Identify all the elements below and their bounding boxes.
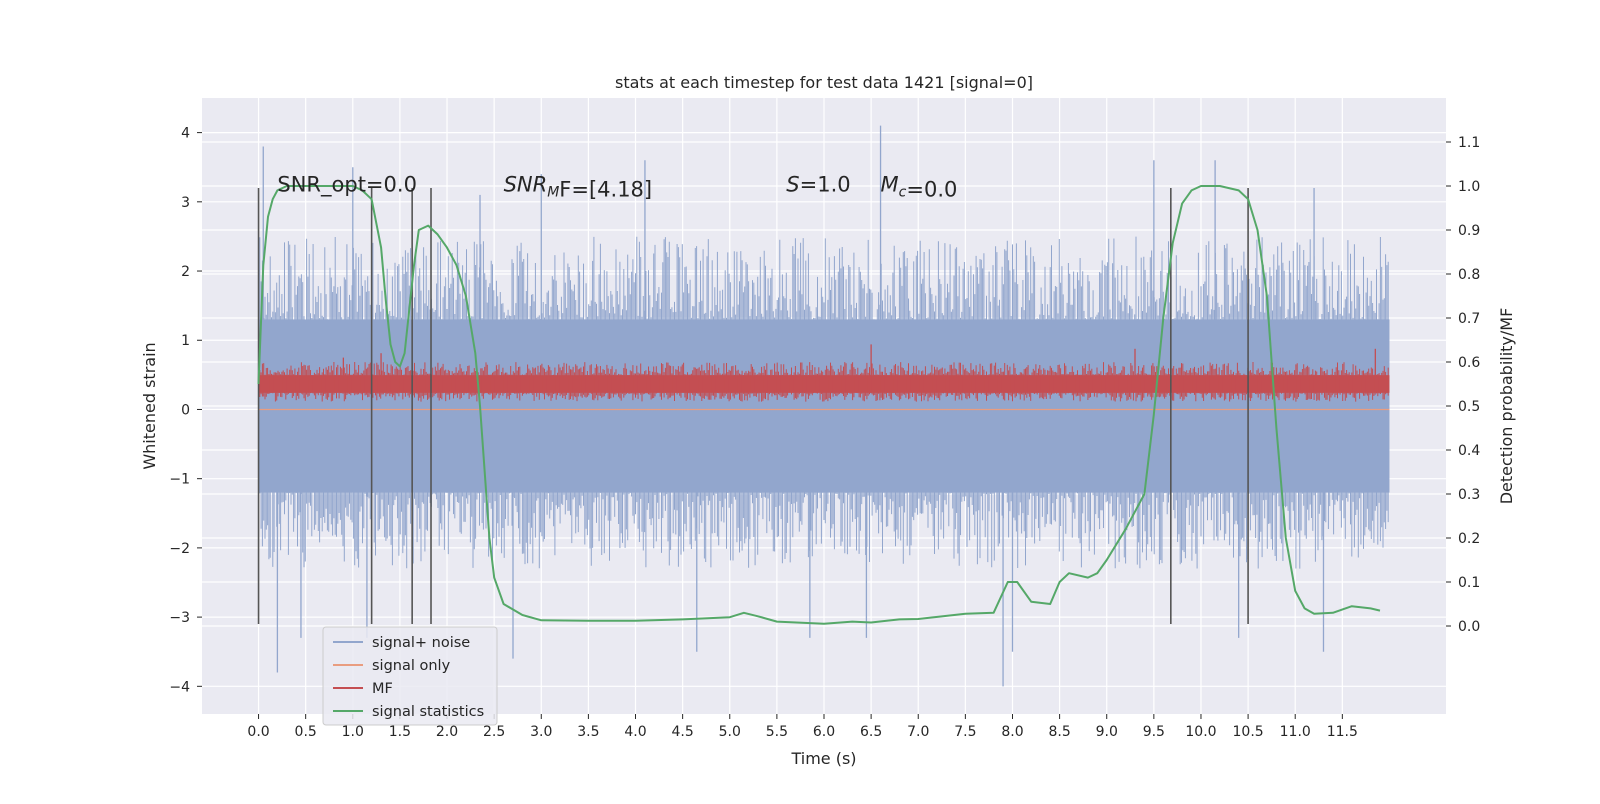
x-tick-label: 1.5 (389, 724, 411, 740)
x-tick-label: 0.5 (295, 724, 317, 740)
y-tick-label-right: 1.1 (1458, 135, 1480, 151)
y-tick-label-left: −3 (169, 610, 190, 626)
y-tick-label-right: 0.2 (1458, 531, 1480, 547)
y-tick-label-right: 0.8 (1458, 267, 1480, 283)
y-tick-label-left: 4 (181, 126, 190, 142)
x-tick-label: 4.0 (624, 724, 646, 740)
y-tick-label-left: −2 (169, 541, 190, 557)
annotation: SNRMF=[4.18] (504, 173, 653, 202)
y-tick-label-left: 3 (181, 195, 190, 211)
y-tick-label-left: 2 (181, 264, 190, 280)
y-tick-label-right: 0.7 (1458, 311, 1480, 327)
annotation-part: M (547, 185, 559, 201)
legend-label: MF (372, 681, 393, 697)
signal-statistics-line (257, 185, 1381, 625)
annotation: SNR_opt=0.0 (277, 173, 417, 198)
annotation: Mc=0.0 (881, 173, 958, 202)
signal-noise-series (258, 125, 1390, 687)
y-tick-label-right: 0.4 (1458, 443, 1480, 459)
chart-title: stats at each timestep for test data 142… (615, 73, 1033, 92)
x-axis-label: Time (s) (790, 749, 856, 768)
annotation-part: c (899, 185, 907, 201)
x-tick-label: 11.0 (1280, 724, 1311, 740)
annotation-part: S (786, 173, 799, 197)
x-tick-label: 8.0 (1001, 724, 1023, 740)
y-tick-label-right: 0.9 (1458, 223, 1480, 239)
y-tick-label-right: 1.0 (1458, 179, 1480, 195)
y-tick-label-left: −1 (169, 472, 190, 488)
x-tick-label: 9.5 (1143, 724, 1165, 740)
x-tick-label: 8.5 (1048, 724, 1070, 740)
x-tick-label: 2.5 (483, 724, 505, 740)
x-tick-label: 3.0 (530, 724, 552, 740)
y-tick-label-right: 0.3 (1458, 487, 1480, 503)
x-tick-label: 7.5 (954, 724, 976, 740)
y-tick-label-left: 1 (181, 333, 190, 349)
legend-label: signal statistics (372, 704, 484, 720)
y-tick-label-right: 0.6 (1458, 355, 1480, 371)
legend: signal+ noise signal only MF signal statist… (322, 626, 498, 726)
x-tick-label: 1.0 (342, 724, 364, 740)
legend-label: signal+ noise (372, 635, 470, 651)
data-layer (257, 125, 1390, 687)
x-tick-label: 6.5 (860, 724, 882, 740)
axes: 0.0 0.5 1.0 1.5 2.0 2.5 3.0 3.5 4.0 4.5 5.0 5.5 6.0 6… (169, 126, 1480, 740)
y-tick-label-right: 0.1 (1458, 575, 1480, 591)
x-tick-label: 7.0 (907, 724, 929, 740)
legend-label: signal only (372, 658, 451, 674)
x-tick-label: 5.0 (719, 724, 741, 740)
x-tick-label: 9.0 (1096, 724, 1118, 740)
x-tick-label: 5.5 (766, 724, 788, 740)
x-tick-label: 0.0 (247, 724, 269, 740)
x-tick-label: 6.0 (813, 724, 835, 740)
x-tick-label: 11.5 (1327, 724, 1358, 740)
annotation-part: SNR (504, 173, 548, 197)
y-tick-label-right: 0.5 (1458, 399, 1480, 415)
x-tick-label: 2.0 (436, 724, 458, 740)
annotation-part: SNR_opt=0.0 (277, 173, 417, 198)
annotation-part: F=[4.18] (559, 178, 652, 202)
annotation-part: =1.0 (800, 173, 851, 197)
x-tick-label: 10.5 (1233, 724, 1264, 740)
y-axis-label-right: Detection probability/MF (1497, 308, 1516, 505)
annotations: SNR_opt=0.0 SNRMF=[4.18] S=1.0 Mc=0.0 (277, 173, 957, 202)
y-tick-label-left: −4 (169, 679, 190, 695)
annotation: S=1.0 (786, 173, 850, 197)
x-tick-label: 3.5 (577, 724, 599, 740)
y-axis-label-left: Whitened strain (140, 342, 159, 469)
y-tick-label-right: 0.0 (1458, 619, 1480, 635)
annotation-part: M (881, 173, 899, 197)
annotation-part: =0.0 (906, 178, 957, 202)
x-tick-label: 4.5 (672, 724, 694, 740)
y-tick-label-left: 0 (181, 402, 190, 418)
x-tick-label: 10.0 (1185, 724, 1216, 740)
legend-box (322, 626, 498, 726)
